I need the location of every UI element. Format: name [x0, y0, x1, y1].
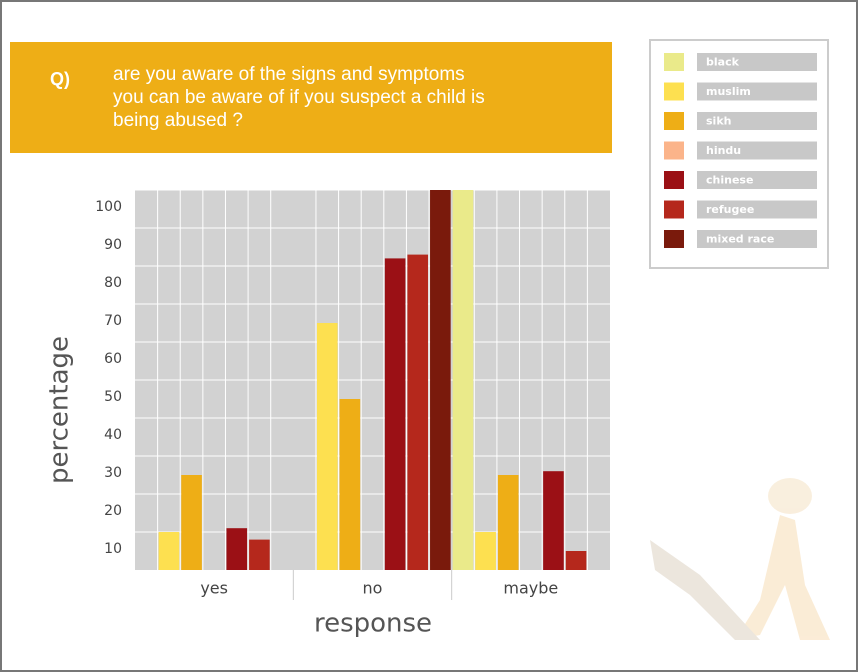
- legend-swatch: [664, 53, 684, 71]
- y-tick-label: 70: [104, 313, 122, 329]
- legend-label-bg: [697, 141, 817, 160]
- y-tick-label: 20: [104, 503, 122, 519]
- bar: [452, 190, 474, 570]
- x-tick-label: no: [363, 579, 383, 598]
- bar: [497, 475, 519, 570]
- bar: [249, 539, 270, 570]
- y-tick-label: 90: [104, 237, 122, 253]
- bar: [158, 532, 180, 570]
- y-tick-label: 60: [104, 351, 122, 367]
- bar: [407, 254, 429, 570]
- legend-swatch: [664, 200, 684, 219]
- bar: [226, 528, 248, 570]
- y-axis-label: percentage: [45, 336, 75, 484]
- legend-label: muslim: [706, 85, 751, 98]
- y-tick-label: 80: [104, 275, 122, 291]
- legend-label-bg: [697, 200, 817, 219]
- bar: [430, 190, 451, 570]
- question-label: Q): [50, 69, 70, 89]
- question-text: are you aware of the signs and symptoms: [113, 64, 465, 85]
- x-tick-label: yes: [200, 579, 228, 598]
- y-tick-label: 40: [104, 427, 122, 443]
- legend-label-bg: [697, 82, 817, 101]
- legend-label-bg: [697, 53, 817, 71]
- y-tick-label: 10: [104, 541, 122, 557]
- bar: [565, 551, 587, 570]
- question-text: being abused ?: [113, 110, 243, 131]
- legend-label: sikh: [706, 115, 731, 128]
- legend-label: black: [706, 56, 740, 69]
- bar: [475, 532, 496, 570]
- bar: [543, 471, 564, 570]
- x-tick-label: maybe: [503, 579, 558, 598]
- y-tick-label: 100: [95, 199, 122, 215]
- bar: [339, 399, 361, 570]
- legend-label-bg: [697, 230, 817, 248]
- legend-label: refugee: [706, 203, 754, 216]
- x-axis-label: response: [314, 609, 432, 639]
- y-tick-label: 50: [104, 389, 122, 405]
- question-banner: [10, 42, 612, 153]
- legend-swatch: [664, 230, 684, 248]
- bar: [384, 258, 406, 570]
- bar: [316, 323, 338, 570]
- legend-label-bg: [697, 112, 817, 130]
- y-tick-label: 30: [104, 465, 122, 481]
- legend-label: chinese: [706, 174, 753, 187]
- figure: [650, 478, 830, 640]
- legend-swatch: [664, 141, 684, 160]
- legend-label-bg: [697, 171, 817, 189]
- legend-swatch: [664, 112, 684, 130]
- bar: [181, 475, 202, 570]
- legend-swatch: [664, 171, 684, 189]
- legend-label: hindu: [706, 144, 741, 157]
- question-text: you can be aware of if you suspect a chi…: [113, 87, 485, 108]
- legend-label: mixed race: [706, 233, 774, 246]
- legend-swatch: [664, 82, 684, 101]
